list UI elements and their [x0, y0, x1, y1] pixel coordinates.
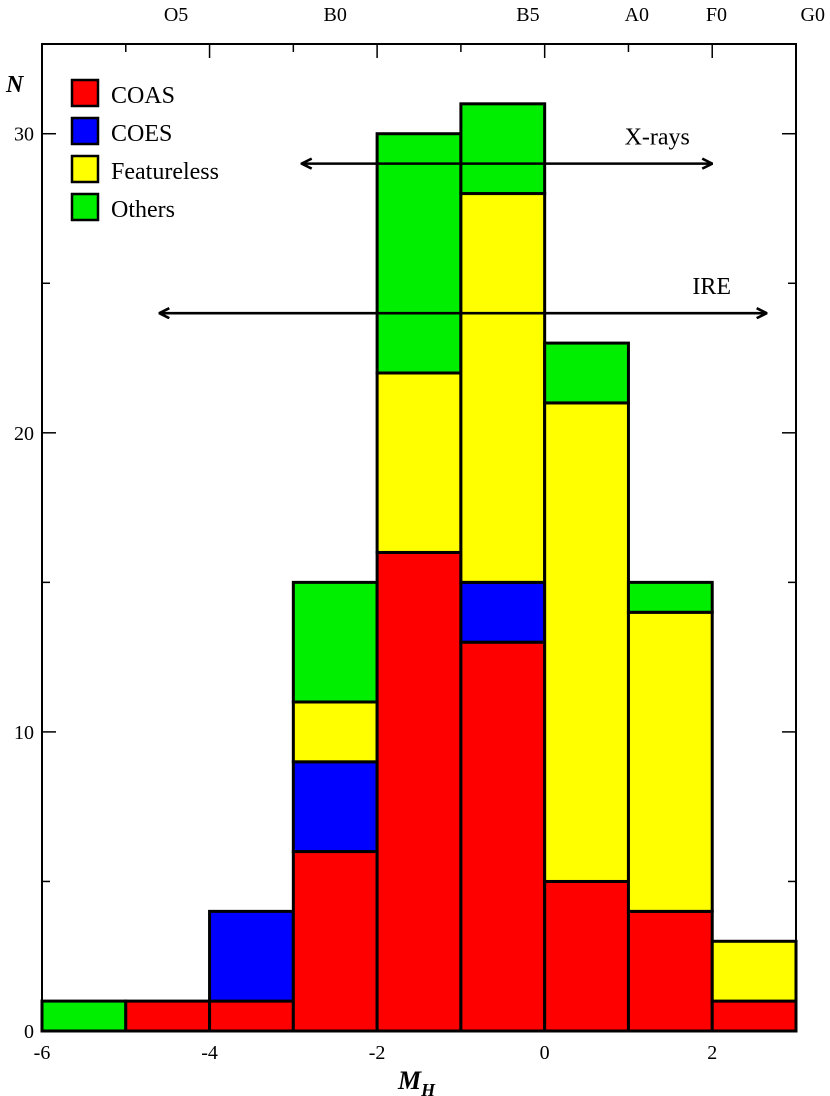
spectral-type-label: O5 — [164, 4, 188, 26]
y-axis-label: N — [5, 72, 25, 98]
y-tick-label: 0 — [24, 1021, 34, 1043]
y-tick-label: 20 — [14, 423, 34, 445]
ire-label: IRE — [692, 274, 731, 300]
bar-featureless-bin-5 — [459, 192, 547, 584]
axis-labels: N MH — [5, 72, 436, 1096]
x-tick-label: 2 — [707, 1042, 717, 1064]
bar-coes-bin-2 — [208, 909, 295, 1003]
legend-label-coas: COAS — [111, 83, 175, 109]
spectral-type-label: B5 — [516, 4, 539, 26]
x-tick-label: -4 — [201, 1042, 218, 1064]
bar-coas-bin-7 — [626, 909, 714, 1033]
x-axis-label-main: M — [397, 1066, 422, 1095]
x-tick-label: -6 — [34, 1042, 51, 1064]
spectral-type-label: B0 — [324, 4, 347, 26]
bar-others-bin-3 — [291, 580, 379, 704]
x-axis-label-sub: H — [420, 1080, 436, 1096]
x-tick-label: -2 — [369, 1042, 386, 1064]
x-axis-label: MH — [397, 1066, 436, 1096]
legend-label-featureless: Featureless — [111, 159, 219, 185]
annotation-layer: X-rays IRE — [159, 125, 766, 314]
legend-label-coes: COES — [111, 121, 172, 147]
legend-swatch-featureless — [70, 154, 100, 184]
bar-featureless-bin-4 — [375, 371, 463, 554]
bar-coas-bin-3 — [291, 850, 379, 1033]
axes — [41, 43, 797, 1032]
bar-coas-bin-6 — [543, 879, 630, 1033]
bar-featureless-bin-3 — [291, 700, 379, 764]
bar-others-bin-0 — [40, 999, 128, 1033]
bar-featureless-bin-6 — [543, 401, 630, 883]
bar-featureless-bin-8 — [710, 939, 798, 1003]
bar-coas-bin-5 — [459, 640, 547, 1033]
bar-featureless-bin-7 — [626, 610, 714, 913]
y-tick-label: 10 — [14, 722, 34, 744]
bar-others-bin-5 — [459, 102, 547, 196]
bar-others-bin-6 — [543, 341, 630, 405]
bar-coes-bin-3 — [291, 760, 379, 854]
x-tick-label: 0 — [540, 1042, 550, 1064]
legend-swatch-others — [70, 192, 100, 222]
x-rays-label: X-rays — [625, 125, 690, 151]
spectral-type-label: G0 — [801, 4, 825, 26]
bar-others-bin-7 — [626, 580, 714, 614]
bar-coas-bin-2 — [208, 999, 295, 1033]
bar-others-bin-4 — [375, 132, 463, 375]
legend-label-others: Others — [111, 197, 175, 223]
spectral-type-label: F0 — [706, 4, 727, 26]
bar-coes-bin-5 — [459, 580, 547, 644]
plot-frame — [41, 43, 797, 1032]
legend: COAS COES Featureless Others — [70, 78, 219, 223]
y-tick-label: 30 — [14, 124, 34, 146]
spectral-type-label: A0 — [625, 4, 649, 26]
bars-layer — [40, 102, 798, 1033]
bar-coas-bin-4 — [375, 550, 463, 1033]
legend-swatch-coas — [70, 78, 100, 108]
legend-swatch-coes — [70, 116, 100, 146]
bar-coas-bin-8 — [710, 999, 798, 1033]
bar-coas-bin-1 — [124, 999, 212, 1033]
